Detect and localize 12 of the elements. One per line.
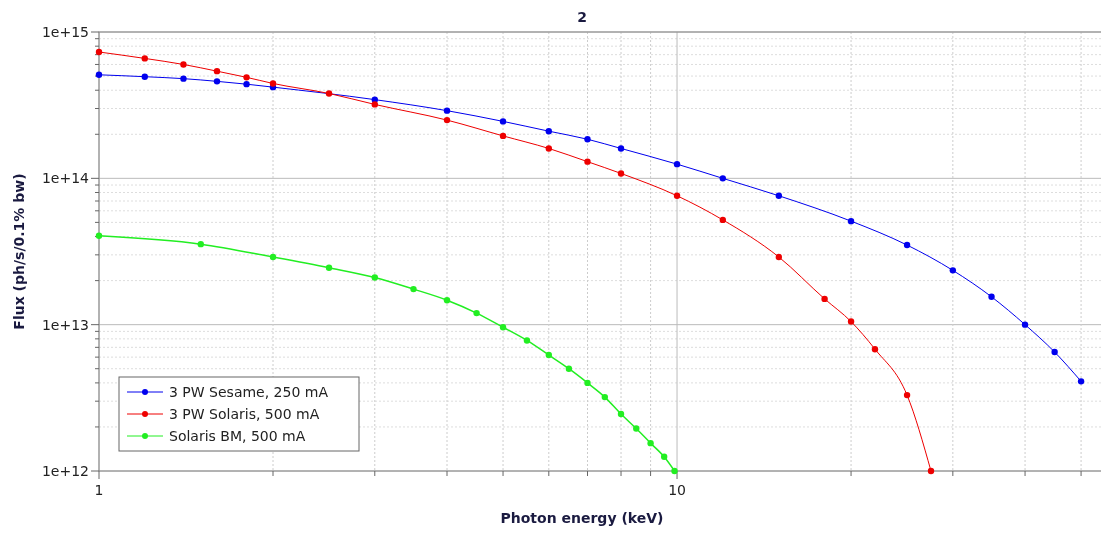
y-tick-label: 1e+13: [41, 316, 89, 333]
y-tick-label: 1e+15: [41, 23, 89, 40]
y-tick-label: 1e+14: [41, 170, 90, 187]
x-axis-title: Photon energy (keV): [500, 510, 664, 526]
x-tick-label: 10: [668, 482, 686, 498]
y-tick-label: 1e+12: [41, 462, 89, 479]
chart-title: 2: [577, 9, 587, 25]
legend-label: 3 PW Solaris, 500 mA: [169, 405, 320, 422]
y-axis-title: Flux (ph/s/0.1% bw): [11, 173, 27, 330]
x-tick-label: 1: [94, 482, 104, 498]
legend-label: Solaris BM, 500 mA: [169, 427, 306, 444]
legend-label: 3 PW Sesame, 250 mA: [169, 383, 329, 400]
